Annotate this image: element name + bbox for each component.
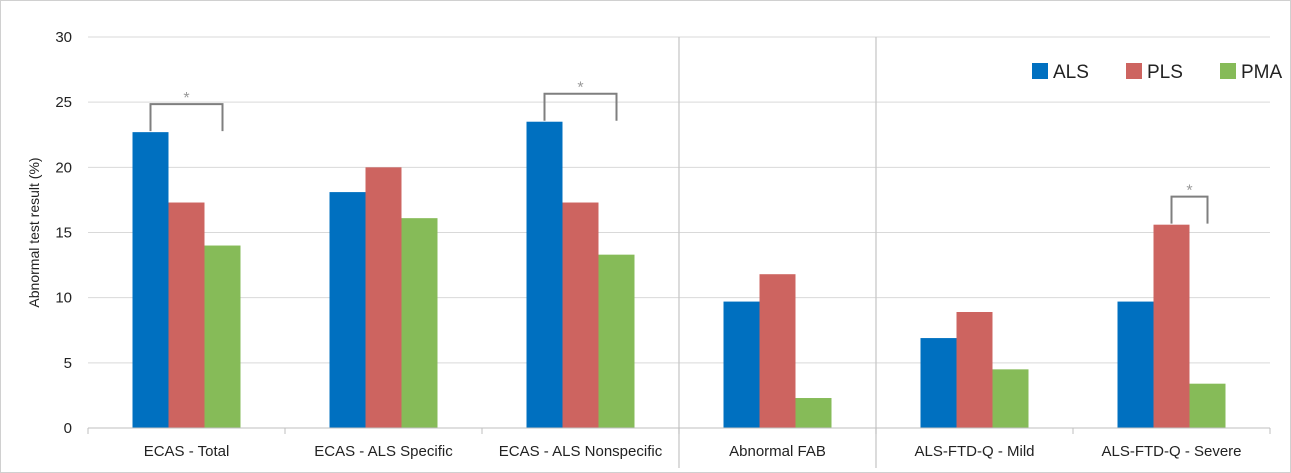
x-tick-label: ECAS - ALS Specific bbox=[314, 443, 453, 460]
x-tick-label: Abnormal FAB bbox=[729, 443, 826, 460]
legend: ALS PLS PMA bbox=[1032, 62, 1283, 83]
bar-pls bbox=[759, 274, 796, 428]
bar-als bbox=[329, 192, 366, 428]
bar-als bbox=[132, 132, 169, 429]
y-tick-label: 25 bbox=[55, 94, 72, 111]
legend-label-pma: PMA bbox=[1241, 62, 1283, 83]
group-separators bbox=[678, 37, 877, 468]
bar-als bbox=[723, 301, 760, 428]
legend-swatch-pls bbox=[1126, 63, 1142, 79]
bar-pma bbox=[1189, 383, 1226, 428]
bar-pls bbox=[562, 202, 599, 428]
bar-pma bbox=[795, 398, 832, 428]
significance-bracket bbox=[149, 103, 224, 132]
x-tick-label: ALS-FTD-Q - Mild bbox=[915, 443, 1035, 460]
bar-pls bbox=[365, 167, 402, 429]
y-tick-label: 30 bbox=[55, 29, 72, 46]
bar-als bbox=[1117, 301, 1154, 428]
significance-brackets: * * * bbox=[149, 80, 1209, 224]
legend-swatch-als bbox=[1032, 63, 1048, 79]
bar-pma bbox=[204, 245, 241, 428]
bar-pma bbox=[401, 218, 438, 428]
significance-star: * bbox=[577, 80, 583, 97]
bar-pls bbox=[168, 202, 205, 428]
bar-pma bbox=[598, 254, 635, 428]
legend-swatch-pma bbox=[1220, 63, 1236, 79]
y-tick-label: 15 bbox=[55, 225, 72, 242]
bar-pma bbox=[992, 369, 1029, 428]
y-tick-label: 5 bbox=[64, 355, 72, 372]
axes: 0 5 10 15 20 25 30 Abnormal test result (%) ECAS… bbox=[26, 29, 1271, 460]
y-axis-label: Abnormal test result (%) bbox=[26, 157, 42, 307]
significance-bracket bbox=[543, 92, 618, 121]
bars bbox=[132, 121, 1226, 429]
y-tick-label: 20 bbox=[55, 159, 72, 176]
significance-star: * bbox=[183, 90, 189, 107]
legend-label-pls: PLS bbox=[1147, 62, 1183, 83]
bar-pls bbox=[956, 312, 993, 428]
bar-pls bbox=[1153, 224, 1190, 428]
bar-als bbox=[526, 121, 563, 428]
significance-bracket bbox=[1170, 195, 1209, 224]
y-tick-label: 10 bbox=[55, 290, 72, 307]
gridlines bbox=[88, 36, 1270, 364]
bar-als bbox=[920, 338, 957, 428]
y-tick-label: 0 bbox=[64, 420, 72, 437]
x-tick-label: ALS-FTD-Q - Severe bbox=[1101, 443, 1241, 460]
x-tick-label: ECAS - Total bbox=[144, 443, 230, 460]
significance-star: * bbox=[1186, 183, 1192, 200]
legend-label-als: ALS bbox=[1053, 62, 1089, 83]
x-tick-label: ECAS - ALS Nonspecific bbox=[499, 443, 663, 460]
